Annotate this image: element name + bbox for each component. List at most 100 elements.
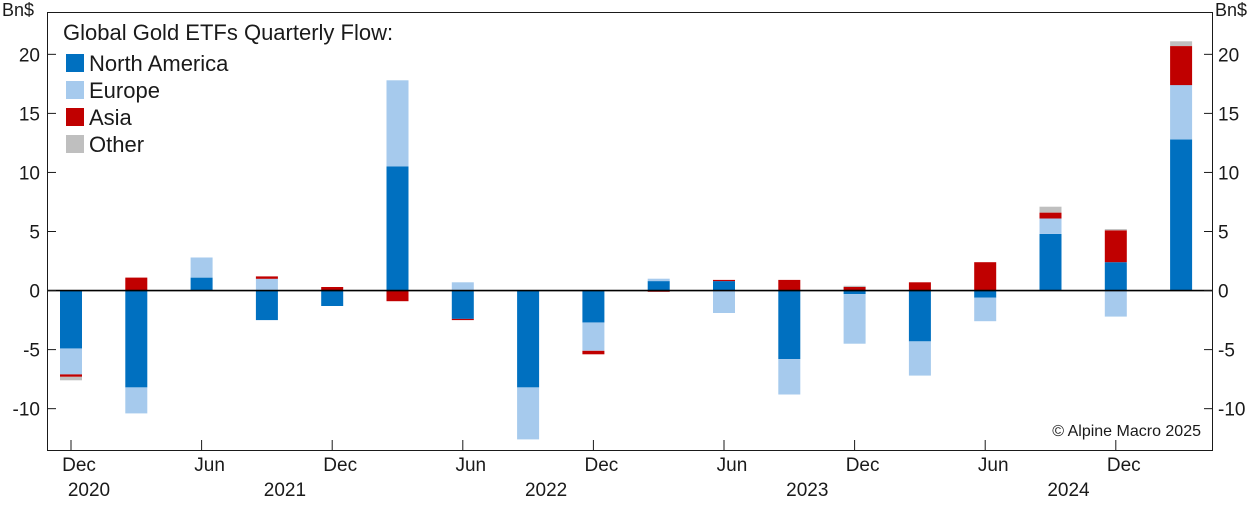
y-tick-label-left: 15	[19, 104, 40, 125]
y-tick-label-left: 10	[19, 163, 40, 184]
bar-europe-2023Q2	[713, 290, 735, 313]
bar-asia-2025Q1	[1170, 46, 1193, 86]
bar-north-america-2021Q3	[255, 290, 278, 321]
bar-europe-2021Q3	[255, 278, 278, 291]
legend-swatch-asia	[66, 108, 84, 126]
y-unit-left: Bn$	[2, 0, 34, 20]
x-tick-label-month: Dec	[846, 455, 880, 476]
x-tick-label-year: 2020	[68, 480, 110, 501]
bar-europe-2021Q2	[190, 257, 213, 278]
legend-label-north-america: North America	[89, 51, 229, 76]
x-tick-label-month: Jun	[978, 455, 1009, 476]
y-tick-label-right: 5	[1218, 223, 1229, 244]
bar-europe-2023Q1	[647, 278, 670, 282]
y-tick-label-left: -5	[23, 341, 40, 362]
bar-north-america-2024Q2	[974, 290, 997, 298]
x-tick-label-month: Jun	[194, 455, 225, 476]
y-tick-label-left: 5	[29, 223, 40, 244]
legend-swatch-other	[66, 135, 84, 153]
legend-swatch-europe	[66, 81, 84, 99]
bar-asia-2024Q4	[1104, 230, 1127, 263]
y-tick-label-left: 0	[29, 282, 40, 303]
x-tick-label-month: Jun	[455, 455, 486, 476]
bar-asia-2020Q4	[60, 374, 82, 377]
bar-north-america-2022Q3	[517, 290, 540, 388]
bar-europe-2023Q4	[843, 294, 866, 344]
bar-north-america-2023Q3	[778, 290, 801, 360]
x-tick-label-year: 2022	[525, 480, 567, 501]
x-tick-label-year: 2023	[786, 480, 828, 501]
bar-asia-2022Q4	[582, 350, 605, 355]
bar-europe-2022Q1	[386, 80, 409, 167]
bar-europe-2022Q4	[582, 322, 605, 351]
bars-group	[60, 41, 1193, 440]
bar-north-america-2020Q4	[60, 290, 82, 349]
bar-europe-2022Q3	[517, 387, 540, 440]
y-unit-right: Bn$	[1215, 0, 1247, 20]
y-tick-label-left: -10	[13, 400, 40, 421]
bar-asia-2023Q4	[843, 287, 866, 291]
bar-europe-2021Q1	[125, 387, 148, 414]
y-tick-label-right: -10	[1218, 400, 1245, 421]
plot-frame	[47, 12, 1213, 451]
y-tick-label-right: 20	[1218, 45, 1239, 66]
bar-north-america-2021Q4	[321, 290, 344, 306]
legend-label-europe: Europe	[89, 78, 160, 103]
y-ticks-group: 20 20 15 15 10 10 5 5 0 0 -5 -5 -10 -10	[13, 45, 1246, 420]
bar-asia-2021Q1	[125, 277, 148, 291]
x-ticks-group: Dec Jun Dec Jun Dec Jun Dec Jun Dec 2020 2021 2022 2…	[62, 440, 1141, 501]
bar-north-america-2023Q2	[713, 281, 735, 291]
bar-north-america-2022Q1	[386, 166, 409, 291]
copyright: © Alpine Macro 2025	[1052, 423, 1201, 440]
bar-north-america-2021Q1	[125, 290, 148, 388]
x-tick-label-month: Dec	[323, 455, 357, 476]
bar-europe-2024Q1	[908, 341, 931, 376]
y-tick-label-right: 15	[1218, 104, 1239, 125]
y-tick-label-left: 20	[19, 45, 40, 66]
x-tick-label-month: Dec	[62, 455, 96, 476]
legend-label-asia: Asia	[89, 105, 133, 130]
bar-north-america-2024Q3	[1039, 233, 1062, 291]
bar-asia-2021Q3	[255, 276, 278, 279]
bar-north-america-2025Q1	[1170, 139, 1193, 291]
bar-asia-2024Q3	[1039, 212, 1062, 219]
bar-asia-2022Q1	[386, 290, 409, 302]
x-tick-label-month: Dec	[1107, 455, 1141, 476]
y-tick-label-right: -5	[1218, 341, 1235, 362]
bar-north-america-2023Q4	[843, 290, 866, 295]
bar-asia-2023Q2	[713, 279, 735, 282]
bar-north-america-2023Q1	[647, 281, 670, 291]
legend-label-other: Other	[89, 132, 144, 157]
bar-north-america-2022Q4	[582, 290, 605, 323]
bar-asia-2023Q3	[778, 279, 801, 291]
bar-europe-2025Q1	[1170, 85, 1193, 140]
bar-europe-2023Q3	[778, 359, 801, 395]
y-tick-label-right: 0	[1218, 282, 1229, 303]
bar-europe-2024Q2	[974, 297, 997, 322]
x-tick-label-year: 2021	[264, 480, 306, 501]
bar-europe-2024Q3	[1039, 218, 1062, 234]
legend-title: Global Gold ETFs Quarterly Flow:	[63, 20, 393, 45]
x-tick-label-month: Jun	[717, 455, 748, 476]
bar-other-2025Q1	[1170, 41, 1193, 46]
bar-north-america-2024Q4	[1104, 262, 1127, 291]
bar-europe-2022Q2	[451, 282, 474, 291]
bar-other-2024Q3	[1039, 206, 1062, 213]
bar-other-2023Q4	[843, 285, 866, 287]
x-tick-label-year: 2024	[1047, 480, 1090, 501]
bar-asia-2024Q1	[908, 282, 931, 291]
bar-europe-2024Q4	[1104, 290, 1127, 317]
bar-asia-2024Q2	[974, 262, 997, 291]
bar-north-america-2022Q2	[451, 290, 474, 319]
x-tick-label-month: Dec	[585, 455, 619, 476]
bar-north-america-2021Q2	[190, 277, 213, 291]
bar-asia-2022Q2	[451, 318, 474, 321]
bar-asia-2021Q4	[321, 287, 344, 291]
y-tick-label-right: 10	[1218, 163, 1239, 184]
bar-other-2020Q4	[60, 376, 82, 381]
bar-other-2024Q4	[1104, 229, 1127, 231]
bar-north-america-2024Q1	[908, 290, 931, 342]
bar-europe-2020Q4	[60, 348, 82, 375]
